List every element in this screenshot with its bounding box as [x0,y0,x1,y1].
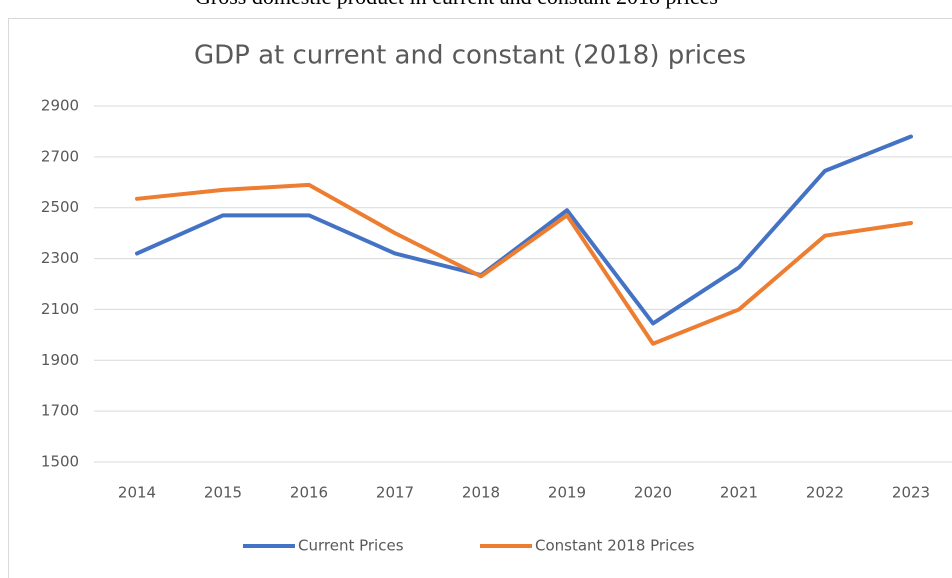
y-tick-label: 2300 [41,249,79,267]
caption: Gross domestic product in current and co… [195,0,718,9]
y-tick-label: 1500 [41,453,79,471]
line-series [135,134,913,326]
x-tick-label: 2015 [204,484,242,502]
x-tick-label: 2018 [462,484,500,502]
x-tick-label: 2016 [290,484,328,502]
x-tick-label: 2014 [118,484,156,502]
x-tick-label: 2021 [720,484,758,502]
y-tick-label: 1900 [41,351,79,369]
x-tick-label: 2022 [806,484,844,502]
y-tick-label: 2500 [41,198,79,216]
legend-label: Current Prices [298,537,404,555]
x-tick-label: 2023 [892,484,930,502]
x-tick-label: 2019 [548,484,586,502]
x-tick-label: 2020 [634,484,672,502]
y-tick-label: 1700 [41,402,79,420]
y-tick-label: 2900 [41,97,79,115]
x-tick-label: 2017 [376,484,414,502]
chart-title: GDP at current and constant (2018) price… [194,41,746,71]
legend-label: Constant 2018 Prices [535,537,695,555]
line-series [135,182,913,346]
y-tick-label: 2100 [41,300,79,318]
y-tick-label: 2700 [41,147,79,165]
